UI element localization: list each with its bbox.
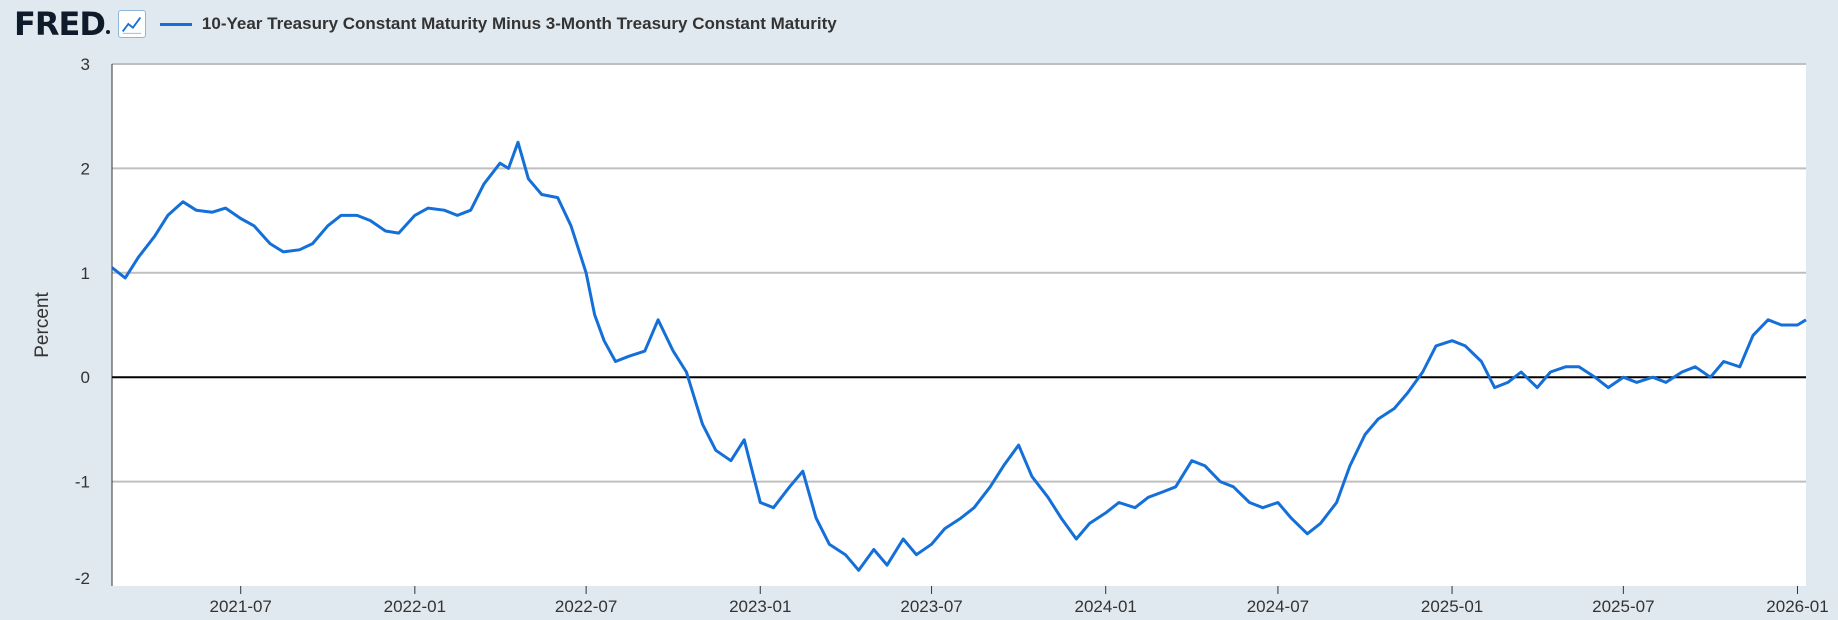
x-tick-label: 2023-07 — [900, 597, 962, 616]
y-tick-label: 2 — [81, 159, 90, 178]
plot-area — [112, 64, 1806, 586]
x-tick-label: 2022-07 — [555, 597, 617, 616]
x-tick-label: 2025-01 — [1421, 597, 1483, 616]
y-tick-label: 0 — [81, 368, 90, 387]
y-tick-label: 1 — [81, 264, 90, 283]
legend-swatch — [159, 22, 192, 26]
x-tick-label: 2024-07 — [1247, 597, 1309, 616]
y-tick-label: -2 — [75, 569, 90, 588]
y-tick-label: 3 — [81, 55, 90, 74]
series-title: 10-Year Treasury Constant Maturity Minus… — [201, 14, 837, 33]
logo-dot — [105, 30, 110, 34]
x-tick-label: 2025-07 — [1592, 597, 1654, 616]
fred-logo-text: FRED — [14, 5, 106, 43]
x-tick-label: 2022-01 — [384, 597, 446, 616]
x-tick-label: 2021-07 — [210, 597, 272, 616]
chart-header: FRED 10-Year Treasury Constant Maturity … — [14, 6, 837, 42]
y-axis-ticks: 3 2 1 0 -1 -2 — [75, 55, 90, 588]
x-tick-label: 2024-01 — [1074, 597, 1136, 616]
x-axis-ticks: 2021-07 2022-01 2022-07 2023-01 2023-07 2024-… — [210, 586, 1829, 616]
line-graph-icon[interactable] — [117, 10, 146, 38]
x-tick-label: 2023-01 — [729, 597, 791, 616]
y-axis-title: Percent — [32, 292, 53, 358]
gridlines — [112, 63, 1806, 483]
x-tick-label: 2026-01 — [1766, 597, 1828, 616]
series-line — [111, 140, 1807, 572]
y-tick-label: -1 — [75, 473, 90, 492]
fred-logo[interactable]: FRED — [14, 6, 110, 42]
